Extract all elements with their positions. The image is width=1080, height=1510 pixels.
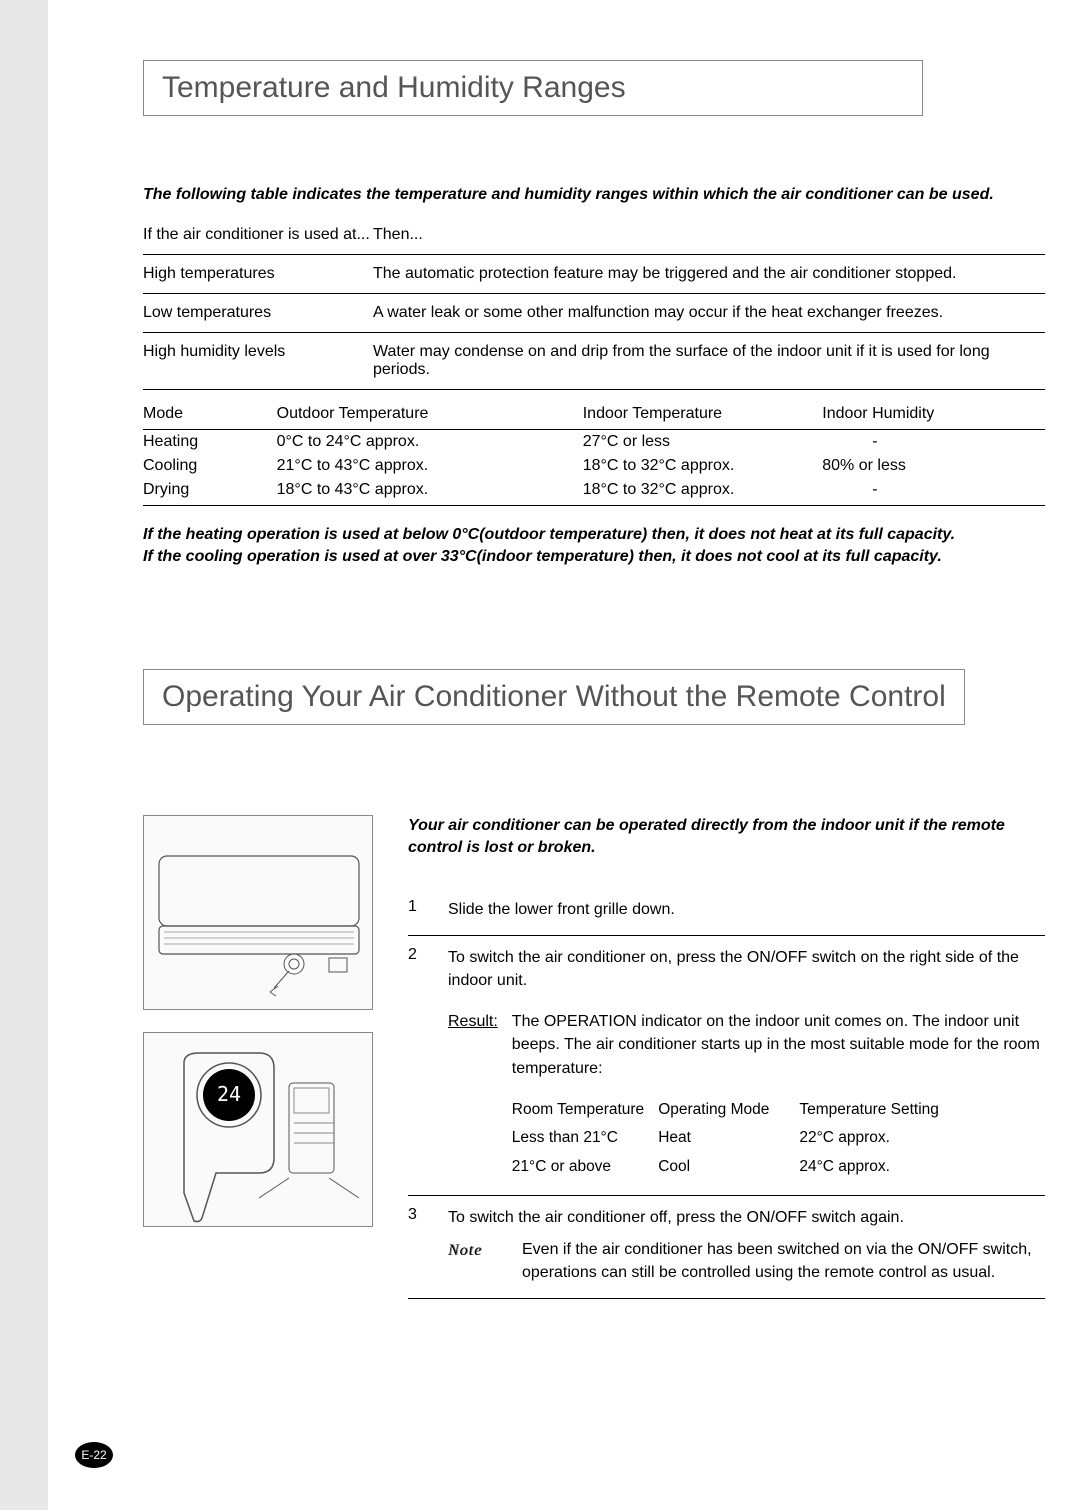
ranges-cell: 18°C to 32°C approx.: [533, 478, 823, 506]
ranges-cell: 27°C or less: [533, 430, 823, 455]
step-number: 3: [408, 1206, 430, 1284]
cond-result: The automatic protection feature may be …: [373, 255, 1045, 294]
capacity-notes: If the heating operation is used at belo…: [143, 524, 1045, 569]
page-number-badge: E-22: [75, 1442, 113, 1468]
diagrams-column: 24: [143, 815, 373, 1299]
ranges-cell: -: [822, 478, 1045, 506]
note-label: Note: [448, 1239, 504, 1284]
auto-cell: Heat: [658, 1124, 783, 1152]
cond-row: Low temperatures: [143, 294, 373, 333]
auto-cell: Less than 21°C: [512, 1124, 658, 1152]
indoor-unit-diagram: [143, 815, 373, 1010]
section2-lead: Your air conditioner can be operated dir…: [408, 815, 1045, 860]
result-label: Result:: [448, 1010, 498, 1181]
instructions-column: Your air conditioner can be operated dir…: [408, 815, 1045, 1299]
remote-display-value: 24: [217, 1082, 241, 1106]
section2-title: Operating Your Air Conditioner Without t…: [162, 680, 946, 714]
capacity-note-2: If the cooling operation is used at over…: [143, 546, 1045, 568]
auto-cell: 22°C approx.: [783, 1124, 953, 1152]
auto-col: Room Temperature: [512, 1096, 658, 1124]
result-text: The OPERATION indicator on the indoor un…: [512, 1010, 1045, 1080]
auto-col: Operating Mode: [658, 1096, 783, 1124]
cond-result: A water leak or some other malfunction m…: [373, 294, 1045, 333]
conditions-table: If the air conditioner is used at... The…: [143, 216, 1045, 390]
section1-title: Temperature and Humidity Ranges: [162, 71, 904, 105]
step-1: 1 Slide the lower front grille down.: [408, 888, 1045, 936]
ranges-cell: 80% or less: [822, 454, 1045, 478]
step-text: Slide the lower front grille down.: [448, 898, 1045, 921]
remote-control-diagram: 24: [143, 1032, 373, 1227]
cond-result: Water may condense on and drip from the …: [373, 333, 1045, 390]
ranges-cell: Heating: [143, 430, 277, 455]
section2-title-box: Operating Your Air Conditioner Without t…: [143, 669, 965, 725]
cond-row: High humidity levels: [143, 333, 373, 390]
section1-intro: The following table indicates the temper…: [143, 186, 1045, 204]
step-2: 2 To switch the air conditioner on, pres…: [408, 936, 1045, 1196]
ranges-col-indoor: Indoor Temperature: [533, 402, 823, 430]
ranges-col-mode: Mode: [143, 402, 277, 430]
ranges-cell: -: [822, 430, 1045, 455]
auto-cell: 21°C or above: [512, 1153, 658, 1181]
cond-header-left: If the air conditioner is used at...: [143, 216, 373, 255]
ranges-cell: 0°C to 24°C approx.: [277, 430, 533, 455]
page-content: Temperature and Humidity Ranges The foll…: [48, 0, 1080, 1339]
auto-col: Temperature Setting: [783, 1096, 953, 1124]
step-text: To switch the air conditioner off, press…: [448, 1206, 1045, 1229]
left-sidebar: [0, 0, 48, 1510]
step-number: 2: [408, 946, 430, 1181]
step-text: To switch the air conditioner on, press …: [448, 946, 1045, 992]
ranges-cell: Drying: [143, 478, 277, 506]
ranges-table: Mode Outdoor Temperature Indoor Temperat…: [143, 402, 1045, 506]
auto-mode-table: Room Temperature Operating Mode Temperat…: [512, 1096, 953, 1181]
note-text: Even if the air conditioner has been swi…: [522, 1239, 1045, 1284]
step-number: 1: [408, 898, 430, 921]
ranges-col-humidity: Indoor Humidity: [822, 402, 1045, 430]
step-3: 3 To switch the air conditioner off, pre…: [408, 1196, 1045, 1299]
auto-cell: 24°C approx.: [783, 1153, 953, 1181]
ranges-cell: Cooling: [143, 454, 277, 478]
auto-cell: Cool: [658, 1153, 783, 1181]
ranges-cell: 21°C to 43°C approx.: [277, 454, 533, 478]
capacity-note-1: If the heating operation is used at belo…: [143, 524, 1045, 546]
cond-header-right: Then...: [373, 216, 1045, 255]
ranges-cell: 18°C to 32°C approx.: [533, 454, 823, 478]
section1-title-box: Temperature and Humidity Ranges: [143, 60, 923, 116]
ranges-col-outdoor: Outdoor Temperature: [277, 402, 533, 430]
ranges-cell: 18°C to 43°C approx.: [277, 478, 533, 506]
cond-row: High temperatures: [143, 255, 373, 294]
